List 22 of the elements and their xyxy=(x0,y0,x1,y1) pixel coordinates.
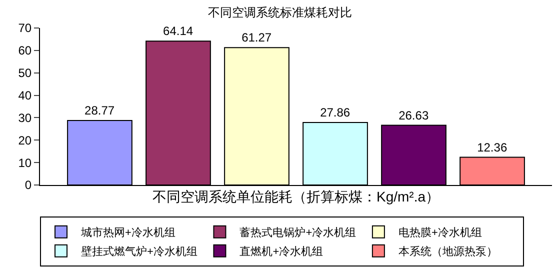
y-tick-label: 0 xyxy=(24,178,32,192)
legend-label: 直燃机+冷水机组 xyxy=(240,245,324,258)
data-label: 12.36 xyxy=(477,140,508,154)
y-tick-label: 40 xyxy=(18,88,32,102)
y-tick-label: 30 xyxy=(18,110,32,125)
chart-title: 不同空调系统标准煤耗对比 xyxy=(208,6,352,20)
x-axis-title: 不同空调系统单位能耗（折算标煤：Kg/m².a） xyxy=(152,188,440,205)
data-label: 61.27 xyxy=(242,30,272,45)
legend-label: 城市热网+冷水机组 xyxy=(80,226,176,240)
legend-label: 蓄热式电锅炉+冷水机组 xyxy=(240,226,356,240)
y-tick-label: 70 xyxy=(18,21,32,36)
data-label: 64.14 xyxy=(163,24,194,38)
data-label: 28.77 xyxy=(84,103,115,118)
data-label: 27.86 xyxy=(320,106,350,120)
y-tick-label: 10 xyxy=(18,156,32,170)
y-tick-label: 60 xyxy=(18,44,32,58)
legend-label: 壁挂式燃气炉+冷水机组 xyxy=(81,245,198,258)
legend-label: 电热膜+冷水机组 xyxy=(398,226,482,240)
legend-label: 本系统（地源热泵） xyxy=(398,245,498,258)
data-label: 26.63 xyxy=(398,108,429,122)
y-tick-label: 50 xyxy=(18,66,32,80)
y-tick-label: 20 xyxy=(18,133,32,148)
